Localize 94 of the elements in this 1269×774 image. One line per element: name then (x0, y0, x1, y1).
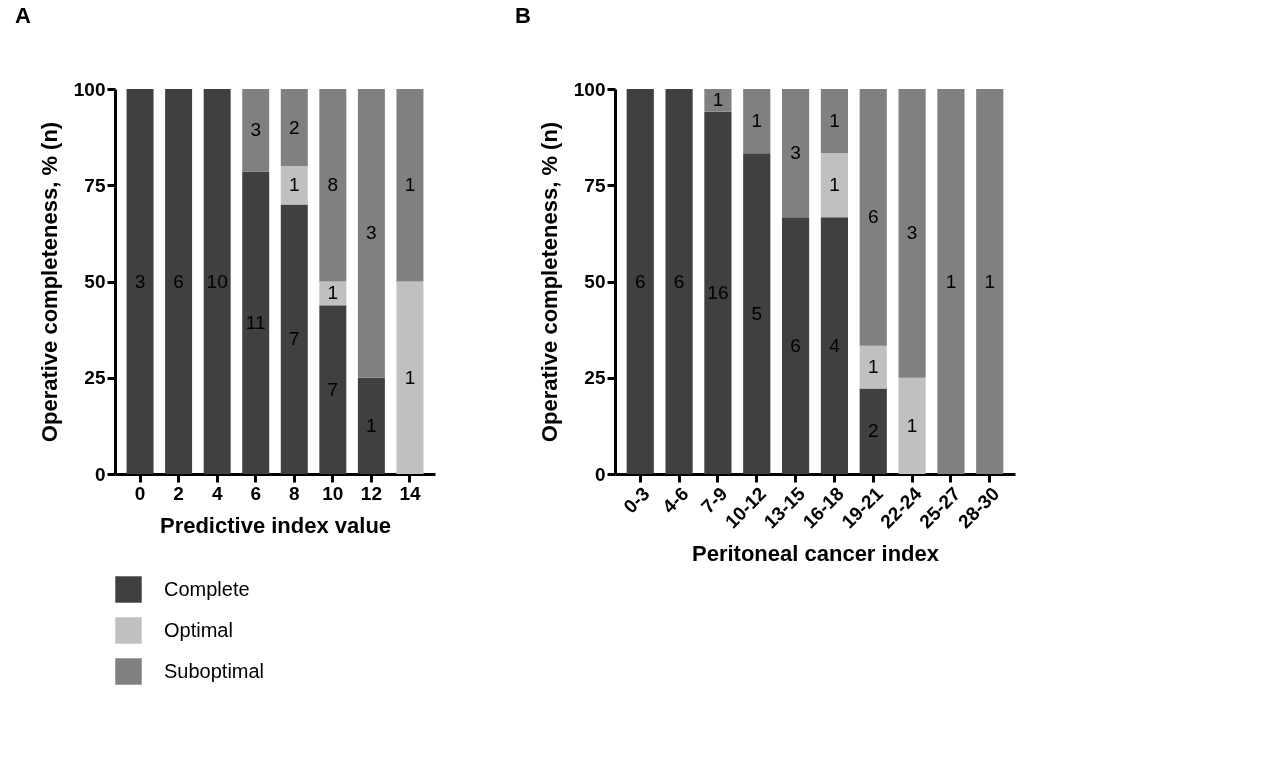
x-tick-label: 2 (173, 482, 184, 504)
annotation: 6 (634, 270, 646, 292)
bar (203, 89, 231, 474)
annotation: 1 (945, 270, 957, 292)
bar (357, 89, 385, 378)
annotation: 1 (829, 174, 840, 196)
bar (743, 89, 771, 154)
bar (396, 281, 424, 474)
bar (665, 89, 693, 474)
bar (976, 89, 1004, 474)
legend-label: Optimal (164, 618, 233, 641)
annotation: 6 (173, 270, 184, 292)
x-tick-label: 0 (134, 482, 146, 504)
bar (781, 217, 810, 474)
legend-label: Complete (164, 577, 250, 600)
bar (319, 89, 347, 282)
annotation: 6 (867, 206, 879, 228)
x-axis-title: Predictive index value (159, 512, 392, 538)
annotation: 2 (288, 116, 300, 138)
y-axis-title: Operative completeness, % (n) (36, 121, 62, 443)
annotation: 1 (366, 414, 377, 436)
x-tick-label: 10 (322, 482, 344, 504)
bar (165, 89, 193, 474)
y-tick-label: 0 (594, 463, 606, 485)
bar (357, 377, 385, 474)
bar (280, 166, 308, 205)
annotation: 5 (751, 302, 763, 324)
bar (626, 89, 654, 474)
annotation: 1 (751, 110, 763, 132)
chart-title: B (515, 3, 531, 28)
x-tick-label: 8 (288, 482, 300, 504)
annotation: 3 (134, 270, 146, 292)
bar (280, 89, 308, 166)
bar (396, 89, 424, 282)
bar (781, 89, 810, 218)
y-axis-title: Operative completeness, % (n) (536, 121, 562, 443)
bar (898, 377, 926, 474)
y-tick-label: 100 (573, 78, 606, 100)
annotation: 1 (404, 366, 416, 388)
annotation: 7 (327, 378, 339, 400)
y-tick-label: 50 (584, 271, 606, 292)
bar (704, 111, 732, 474)
x-tick-label: 4-6 (658, 483, 693, 518)
annotation: 1 (867, 356, 879, 378)
bar (937, 89, 965, 474)
annotation: 6 (790, 334, 801, 356)
x-axis-title: Peritoneal cancer index (692, 541, 940, 567)
annotation: 16 (707, 281, 729, 303)
annotation: 4 (829, 334, 841, 356)
annotation: 1 (984, 270, 996, 292)
bar (859, 388, 887, 474)
bar (743, 153, 771, 474)
annotation: 3 (906, 222, 918, 244)
annotation: 3 (366, 222, 377, 244)
y-tick-label: 75 (584, 174, 606, 196)
x-tick-label: 6 (250, 482, 262, 504)
bar (242, 89, 270, 172)
x-tick-label: 12 (360, 482, 382, 504)
annotation: 6 (673, 270, 685, 292)
legend-label: Suboptimal (164, 659, 265, 682)
annotation: 3 (790, 142, 801, 164)
bar (859, 345, 887, 389)
annotation: 2 (867, 420, 879, 442)
annotation: 8 (327, 174, 339, 196)
bar (126, 89, 154, 474)
bar (820, 89, 849, 153)
y-tick-label: 0 (94, 463, 106, 485)
y-tick-label: 25 (584, 367, 606, 389)
annotation: 1 (404, 174, 416, 196)
y-tick-label: 25 (84, 367, 106, 389)
bar (280, 204, 308, 474)
y-tick-label: 100 (73, 78, 106, 100)
annotation: 1 (288, 174, 300, 196)
y-tick-label: 75 (84, 174, 106, 196)
bar (859, 89, 887, 346)
annotation: 1 (327, 282, 339, 304)
annotation: 1 (829, 109, 840, 131)
bar (898, 89, 926, 378)
annotation: 1 (712, 89, 724, 111)
x-tick-label: 4 (211, 482, 223, 504)
annotation: 10 (206, 270, 228, 292)
bar (242, 171, 270, 474)
annotation: 7 (288, 328, 300, 350)
annotation: 11 (245, 311, 266, 333)
bar (820, 152, 849, 218)
bar (319, 305, 347, 474)
chart-title: A (15, 3, 31, 28)
x-tick-label: 0-3 (619, 483, 654, 518)
y-tick-label: 50 (84, 271, 106, 292)
bar (704, 89, 732, 112)
x-tick-label: 14 (399, 482, 421, 504)
bar (820, 217, 849, 474)
annotation: 1 (906, 414, 918, 436)
annotation: 3 (250, 119, 262, 141)
